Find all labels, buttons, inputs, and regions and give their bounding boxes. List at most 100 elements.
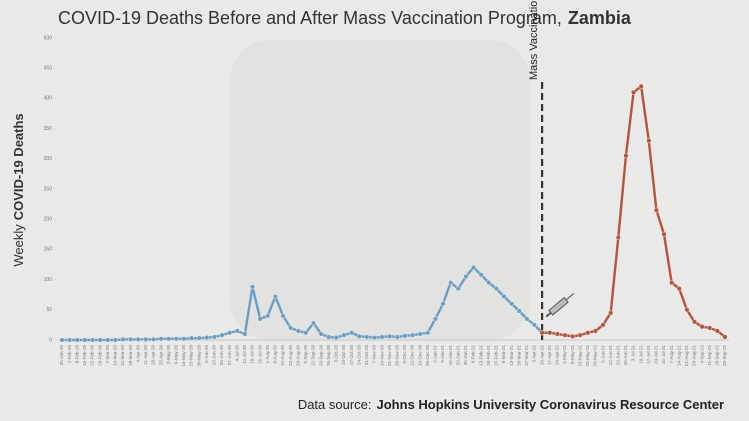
x-tick-label: 25-Apr-20 <box>158 345 163 366</box>
x-tick-label: 16-Jan-21 <box>448 345 453 366</box>
x-tick-label: 19-Sep-20 <box>318 345 323 367</box>
x-tick-label: 24-Oct-20 <box>356 345 361 366</box>
x-tick-label: 28-Mar-20 <box>128 345 133 366</box>
x-tick-label: 28-Aug-21 <box>692 345 697 367</box>
x-tick-label: 21-Mar-20 <box>120 345 125 366</box>
data-point <box>547 330 553 336</box>
data-point <box>615 234 621 240</box>
y-label-main: Weekly <box>11 224 26 267</box>
y-tick-label: 300 <box>44 156 53 162</box>
x-tick-label: 30-Jan-21 <box>463 345 468 366</box>
x-tick-label: 30-May-20 <box>196 345 201 367</box>
data-point <box>661 231 667 237</box>
x-tick-label: 7-Nov-20 <box>372 345 377 364</box>
data-point <box>539 330 545 336</box>
data-point <box>82 337 88 343</box>
x-tick-label: 22-May-21 <box>585 345 590 367</box>
x-tick-label: 9-Jan-21 <box>440 345 445 363</box>
data-point <box>570 333 576 339</box>
x-tick-label: 27-Jun-20 <box>227 345 232 366</box>
data-point <box>349 330 355 336</box>
data-point <box>143 336 149 342</box>
x-tick-label: 19-Jun-21 <box>615 345 620 366</box>
x-tick-label: 12-Dec-20 <box>410 345 415 367</box>
y-label-bold: COVID-19 Deaths <box>11 113 26 220</box>
data-point <box>280 313 286 319</box>
data-point <box>631 89 637 95</box>
source-note: Data source: Johns Hopkins University Cor… <box>298 397 724 412</box>
x-tick-label: 7-Aug-21 <box>669 345 674 364</box>
y-tick-label: 500 <box>44 35 53 41</box>
data-point <box>585 330 591 336</box>
x-tick-label: 5-Dec-20 <box>402 345 407 364</box>
x-tick-label: 22-Aug-20 <box>288 345 293 367</box>
x-tick-label: 29-May-21 <box>593 345 598 367</box>
data-point <box>234 328 240 334</box>
y-tick-label: 150 <box>44 247 53 253</box>
x-tick-label: 12-Jun-21 <box>608 345 613 366</box>
x-tick-label: 20-Mar-21 <box>516 345 521 366</box>
x-tick-label: 14-Nov-20 <box>379 345 384 367</box>
data-point <box>699 324 705 330</box>
x-tick-label: 13-Jun-20 <box>212 345 217 366</box>
y-tick-label: 450 <box>44 66 53 72</box>
chart-title: COVID-19 Deaths Before and After Mass Va… <box>58 8 632 28</box>
x-tick-label: 26-Dec-20 <box>425 345 430 367</box>
x-tick-label: 5-Jun-21 <box>600 345 605 363</box>
data-point <box>440 301 446 307</box>
y-axis-label: Weekly COVID-19 Deaths <box>11 113 26 266</box>
data-point <box>600 322 606 328</box>
title-country: Zambia <box>568 8 632 28</box>
background-shade <box>230 40 530 340</box>
x-tick-label: 10-Jul-21 <box>638 345 643 364</box>
x-tick-label: 3-Apr-21 <box>532 345 537 363</box>
x-tick-label: 26-Sep-20 <box>326 345 331 367</box>
data-point <box>341 332 347 338</box>
data-point <box>158 336 164 342</box>
y-tick-label: 0 <box>49 337 52 343</box>
data-point <box>425 330 431 336</box>
data-point <box>89 337 95 343</box>
data-point <box>326 334 332 340</box>
x-tick-label: 16-May-20 <box>181 345 186 367</box>
x-tick-label: 22-Feb-20 <box>90 345 95 366</box>
x-tick-label: 26-Jun-21 <box>623 345 628 366</box>
x-tick-label: 18-Sep-21 <box>715 345 720 367</box>
x-tick-label: 7-Mar-20 <box>105 345 110 364</box>
x-tick-label: 28-Nov-20 <box>394 345 399 367</box>
source-prefix: Data source: <box>298 397 372 412</box>
x-tick-label: 4-Sep-21 <box>699 345 704 364</box>
data-point <box>493 286 499 292</box>
data-point <box>173 336 179 342</box>
x-tick-label: 23-Jan-21 <box>455 345 460 366</box>
data-point <box>310 320 316 326</box>
x-tick-label: 20-Feb-21 <box>486 345 491 366</box>
data-point <box>74 337 80 343</box>
data-point <box>471 265 477 271</box>
data-point <box>722 334 728 340</box>
data-point <box>646 138 652 144</box>
data-point <box>135 336 141 342</box>
data-point <box>692 319 698 325</box>
data-point <box>592 328 598 334</box>
data-point <box>356 333 362 339</box>
data-point <box>166 336 172 342</box>
x-tick-label: 25-Jan-20 <box>59 345 64 366</box>
data-point <box>524 316 530 322</box>
data-point <box>577 332 583 338</box>
x-tick-label: 10-Apr-21 <box>539 345 544 366</box>
x-tick-label: 13-Feb-21 <box>478 345 483 366</box>
x-tick-label: 12-Sep-20 <box>311 345 316 367</box>
x-tick-label: 15-May-21 <box>577 345 582 367</box>
data-point <box>410 332 416 338</box>
x-tick-label: 25-Jul-20 <box>257 345 262 364</box>
x-tick-label: 1-May-21 <box>562 345 567 365</box>
data-point <box>364 334 370 340</box>
x-tick-label: 17-Jul-21 <box>646 345 651 364</box>
data-point <box>684 307 690 313</box>
x-tick-label: 14-Mar-20 <box>113 345 118 366</box>
data-point <box>653 207 659 213</box>
data-point <box>265 313 271 319</box>
data-point <box>318 331 324 337</box>
